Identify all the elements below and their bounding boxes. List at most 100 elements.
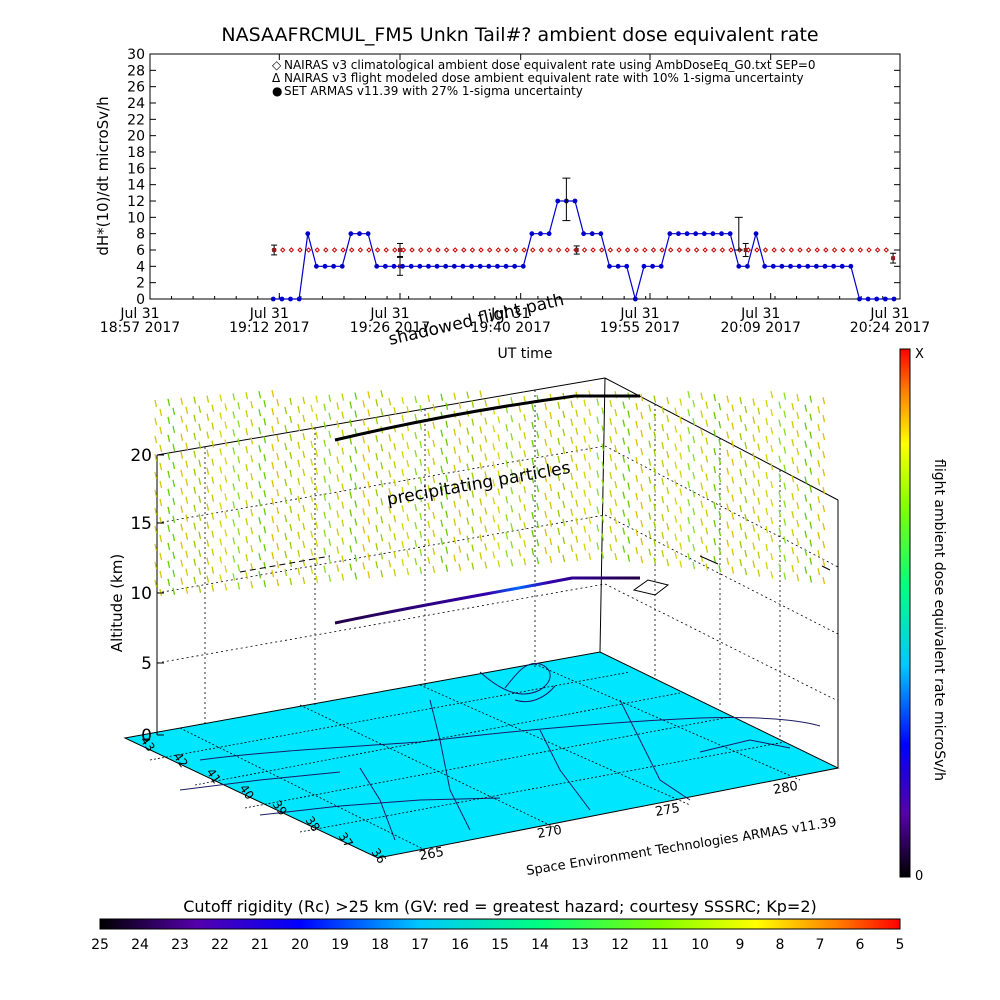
particle-dash bbox=[284, 550, 288, 559]
particle-dash bbox=[653, 431, 657, 439]
particle-dash bbox=[549, 537, 553, 546]
particle-dash bbox=[375, 543, 379, 551]
particle-dash bbox=[575, 445, 579, 453]
particle-dash bbox=[479, 534, 483, 542]
particle-dash bbox=[310, 548, 314, 556]
particle-dash bbox=[765, 525, 769, 534]
particle-dash bbox=[185, 496, 189, 504]
particle-dash bbox=[687, 498, 691, 507]
particle-dash bbox=[237, 546, 241, 554]
particle-dash bbox=[713, 555, 717, 564]
particle-dash bbox=[770, 444, 774, 453]
x-tick-label-time: 19:26 2017 bbox=[350, 320, 430, 336]
particle-dash bbox=[705, 437, 709, 445]
particle-dash bbox=[297, 477, 301, 486]
particle-dash bbox=[302, 414, 306, 423]
particle-dash bbox=[401, 450, 405, 459]
particle-dash bbox=[679, 524, 683, 532]
particle-dash bbox=[744, 423, 748, 432]
particle-dash bbox=[289, 559, 293, 568]
particle-dash bbox=[380, 534, 384, 542]
x-tick-label-time: 19:55 2017 bbox=[600, 320, 680, 336]
particle-dash bbox=[692, 471, 696, 480]
y-tick-label: 4 bbox=[136, 259, 145, 275]
armas-point bbox=[693, 231, 699, 237]
particle-dash bbox=[510, 487, 514, 495]
particle-dash bbox=[198, 423, 202, 431]
particle-dash bbox=[700, 446, 704, 454]
armas-point bbox=[270, 296, 276, 302]
particle-dash bbox=[466, 391, 470, 399]
particle-dash bbox=[440, 447, 444, 455]
particle-dash bbox=[154, 435, 158, 444]
particle-dash bbox=[687, 426, 691, 435]
particle-dash bbox=[778, 491, 782, 499]
particle-dash bbox=[583, 399, 587, 407]
particle-dash bbox=[414, 539, 418, 548]
particle-dash bbox=[783, 428, 787, 436]
nairas-clim-point bbox=[280, 247, 286, 253]
particle-dash bbox=[640, 393, 644, 402]
particle-dash bbox=[302, 432, 306, 441]
armas-point bbox=[512, 263, 518, 269]
particle-dash bbox=[531, 547, 535, 556]
right-colorbar: X 0 flight ambient dose equivalent rate … bbox=[899, 347, 947, 884]
particle-dash bbox=[440, 519, 444, 527]
particle-dash bbox=[817, 477, 821, 486]
y-tick-label: 18 bbox=[127, 145, 145, 161]
particle-dash bbox=[245, 572, 249, 580]
particle-dash bbox=[510, 523, 514, 531]
particle-dash bbox=[419, 566, 423, 575]
particle-dash bbox=[453, 554, 457, 562]
track-marker-right bbox=[699, 555, 719, 565]
particle-dash bbox=[406, 441, 410, 450]
particle-dash bbox=[185, 550, 189, 558]
armas-point bbox=[658, 263, 664, 269]
particle-dash bbox=[770, 534, 774, 543]
nairas-clim-point bbox=[814, 247, 820, 253]
particle-dash bbox=[193, 576, 197, 584]
particle-dash bbox=[622, 473, 626, 481]
particle-dash bbox=[211, 422, 215, 430]
y-tick-label: 14 bbox=[127, 178, 145, 194]
particle-dash bbox=[154, 561, 158, 570]
armas-point bbox=[684, 231, 690, 237]
bottom-colorbar-title: Cutoff rigidity (Rc) >25 km (GV: red = g… bbox=[183, 897, 817, 916]
particle-dash bbox=[167, 524, 171, 533]
y-tick-label: 30 bbox=[127, 47, 145, 63]
particle-dash bbox=[752, 524, 756, 532]
particle-dash bbox=[445, 474, 449, 482]
wall-grid bbox=[156, 390, 839, 740]
particle-dash bbox=[544, 546, 548, 555]
particle-dash bbox=[471, 544, 475, 552]
particle-dash bbox=[739, 504, 743, 513]
particle-dash bbox=[206, 503, 210, 511]
particle-dash bbox=[172, 569, 176, 578]
particle-dash bbox=[367, 571, 371, 579]
particle-dash bbox=[198, 549, 202, 557]
bottom-colorbar-tick-label: 9 bbox=[736, 937, 745, 953]
particle-dash bbox=[445, 492, 449, 500]
particle-dash bbox=[380, 552, 384, 560]
armas-point bbox=[572, 198, 578, 204]
particle-dash bbox=[445, 510, 449, 518]
particle-dash bbox=[601, 443, 605, 451]
particle-dash bbox=[289, 577, 293, 586]
particle-dash bbox=[185, 424, 189, 432]
particle-dash bbox=[349, 473, 353, 481]
particle-dash bbox=[744, 495, 748, 504]
particle-dash bbox=[315, 449, 319, 457]
particle-dash bbox=[237, 438, 241, 446]
particle-dash bbox=[237, 492, 241, 500]
particle-dash bbox=[601, 479, 605, 487]
nairas-clim-point bbox=[461, 247, 467, 253]
particle-dash bbox=[614, 534, 618, 543]
particle-dash bbox=[367, 463, 371, 471]
particle-dash bbox=[341, 519, 345, 527]
particle-dash bbox=[744, 459, 748, 468]
particle-dash bbox=[341, 411, 345, 419]
particle-dash bbox=[575, 409, 579, 417]
particle-dash bbox=[783, 392, 787, 400]
particle-dash bbox=[393, 569, 397, 577]
legend-symbol: ◇ bbox=[272, 58, 282, 72]
